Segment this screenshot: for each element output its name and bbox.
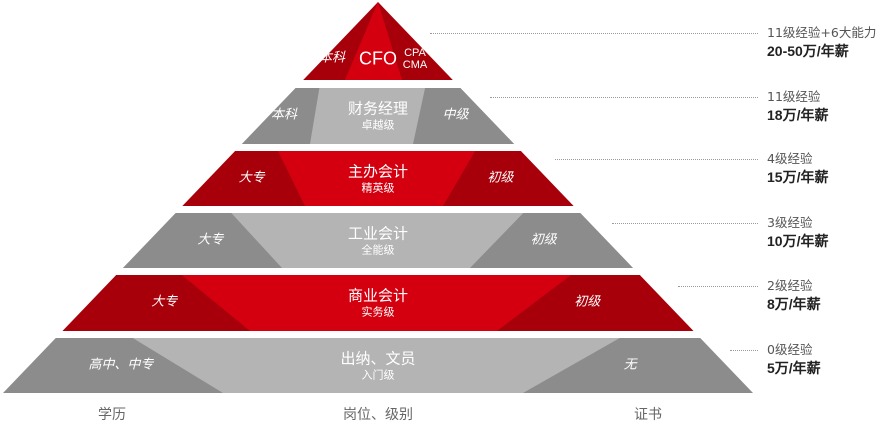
tier-4-salary: 8万/年薪 <box>767 296 821 312</box>
tier-0-leader-line <box>430 33 758 34</box>
tier-5-center <box>132 338 620 393</box>
tier-0-experience: 11级经验+6大能力 <box>767 25 877 40</box>
tier-5-title: 出纳、文员 <box>340 348 416 367</box>
tier-5-leader-line <box>730 350 758 351</box>
tier-5-position: 出纳、文员 入门级 <box>340 349 415 382</box>
tier-4-position: 商业会计 实务级 <box>348 286 408 319</box>
tier-2-education: 大专 <box>238 170 265 186</box>
tier-4-leader-line <box>678 286 758 287</box>
tier-3-title: 工业会计 <box>347 223 409 242</box>
tier-1-title: 财务经理 <box>347 99 409 118</box>
tier-2-position: 主办会计 精英级 <box>348 162 408 195</box>
tier-0-info: 11级经验+6大能力 20-50万/年薪 <box>767 24 876 61</box>
tier-3-certificate: 初级 <box>530 232 557 248</box>
tier-0-center <box>345 2 402 80</box>
tier-0-education: 本科 <box>318 50 346 66</box>
tier-2-experience: 4级经验 <box>767 151 813 166</box>
tier-1-experience: 11级经验 <box>767 89 821 104</box>
tier-1-salary: 18万/年薪 <box>767 107 829 123</box>
tier-3-leader-line <box>612 223 758 224</box>
footer-certificate-label: 证书 <box>634 407 662 423</box>
tier-5-info: 0级经验 5万/年薪 <box>767 341 821 378</box>
tier-4-center <box>181 275 572 331</box>
tier-1-education: 本科 <box>270 107 297 123</box>
tier-3-level: 全能级 <box>361 243 395 257</box>
tier-5-education: 高中、中专 <box>88 357 154 373</box>
tier-2-title: 主办会计 <box>347 161 409 180</box>
tier-3-center <box>231 213 524 268</box>
tier-2-certificate: 初级 <box>487 170 514 186</box>
tier-5-certificate: 无 <box>623 357 637 373</box>
tier-4-title: 商业会计 <box>347 286 409 305</box>
footer-education-label: 学历 <box>98 407 126 423</box>
tier-4-education: 大专 <box>151 294 178 310</box>
tier-2-salary: 15万/年薪 <box>767 169 829 185</box>
tier-3-experience: 3级经验 <box>767 215 813 230</box>
tier-3-position: 工业会计 全能级 <box>348 224 408 257</box>
tier-1-center <box>310 88 426 144</box>
tier-2-level: 精英级 <box>361 181 395 195</box>
tier-3-salary: 10万/年薪 <box>767 233 829 249</box>
tier-3-education: 大专 <box>197 232 224 248</box>
tier-2-info: 4级经验 15万/年薪 <box>767 150 828 187</box>
tier-2-leader-line <box>555 159 758 160</box>
tier-0-salary: 20-50万/年薪 <box>767 43 849 59</box>
tier-5-experience: 0级经验 <box>767 342 813 357</box>
tier-1-certificate: 中级 <box>442 107 469 123</box>
tier-5-salary: 5万/年薪 <box>767 360 821 376</box>
tier-1-leader-line <box>490 97 758 98</box>
tier-0-certificate: CPA CMA <box>402 47 428 71</box>
tier-1-position: 财务经理 卓越级 <box>348 99 408 132</box>
tier-2-center <box>278 151 476 206</box>
tier-0-title: CFO <box>359 48 397 69</box>
tier-4-info: 2级经验 8万/年薪 <box>767 277 821 314</box>
tier-4-experience: 2级经验 <box>767 278 813 293</box>
tier-5-level: 入门级 <box>361 368 395 382</box>
tier-1-level: 卓越级 <box>361 118 395 132</box>
tier-1-info: 11级经验 18万/年薪 <box>767 88 828 125</box>
tier-4-certificate: 初级 <box>574 294 601 310</box>
tier-3-info: 3级经验 10万/年薪 <box>767 214 828 251</box>
tier-4-level: 实务级 <box>361 305 395 319</box>
footer-position-label: 岗位、级别 <box>343 407 413 423</box>
